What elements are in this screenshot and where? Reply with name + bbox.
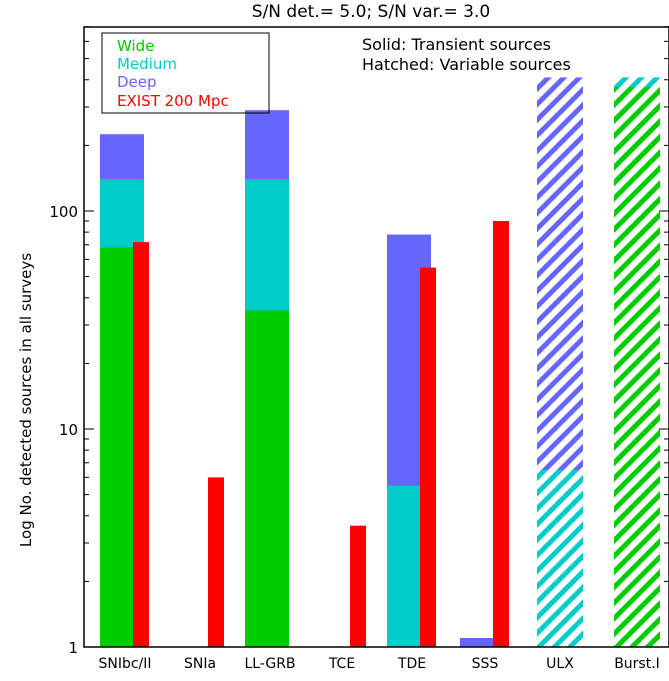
bar-exist-tce — [350, 525, 366, 647]
bar-deep-sss — [460, 637, 504, 647]
legend-box — [101, 32, 270, 114]
plot-frame — [83, 26, 669, 648]
annotation-hatched: Hatched: Variable sources — [362, 55, 571, 74]
y-axis-label: Log No. detected sources in all surveys — [17, 253, 35, 547]
bar-exist-tde — [420, 267, 436, 647]
x-tick-label-snia: SNIa — [184, 656, 216, 672]
bar-exist-snibc-ii — [133, 242, 149, 648]
x-tick-label-snibc-ii: SNIbc/II — [98, 656, 151, 672]
legend-item-medium: Medium — [117, 55, 177, 73]
y-tick-label: 1 — [68, 639, 78, 657]
bar-exist-snia — [208, 477, 224, 647]
bar-wide-ll-grb — [245, 310, 289, 647]
x-tick-label-ll-grb: LL-GRB — [244, 656, 295, 672]
x-tick-label-ulx: ULX — [546, 656, 574, 672]
bar-medium-ulx — [537, 469, 583, 647]
y-tick-label: 100 — [49, 203, 78, 221]
x-tick-label-tce: TCE — [328, 656, 355, 672]
chart-title: S/N det.= 5.0; S/N var.= 3.0 — [252, 2, 490, 22]
bar-exist-sss — [493, 220, 509, 647]
bars-layer — [100, 77, 660, 648]
legend-item-deep: Deep — [117, 73, 157, 91]
legend-item-wide: Wide — [117, 37, 154, 55]
legend: Wide Medium Deep EXIST 200 Mpc — [101, 32, 270, 114]
x-tick-label-sss: SSS — [472, 656, 499, 672]
bar-wide-burst-i — [614, 87, 660, 648]
annotation-solid: Solid: Transient sources — [362, 35, 551, 54]
x-tick-label-tde: TDE — [397, 656, 426, 672]
tick-layer: 1 10 100 SNIbc/II SNIa LL-GRB TCE TDE SSS ULX Burs… — [49, 26, 669, 672]
legend-item-exist: EXIST 200 Mpc — [117, 92, 229, 110]
y-tick-label: 10 — [59, 421, 78, 439]
x-tick-label-burst-i: Burst.I — [614, 656, 660, 672]
